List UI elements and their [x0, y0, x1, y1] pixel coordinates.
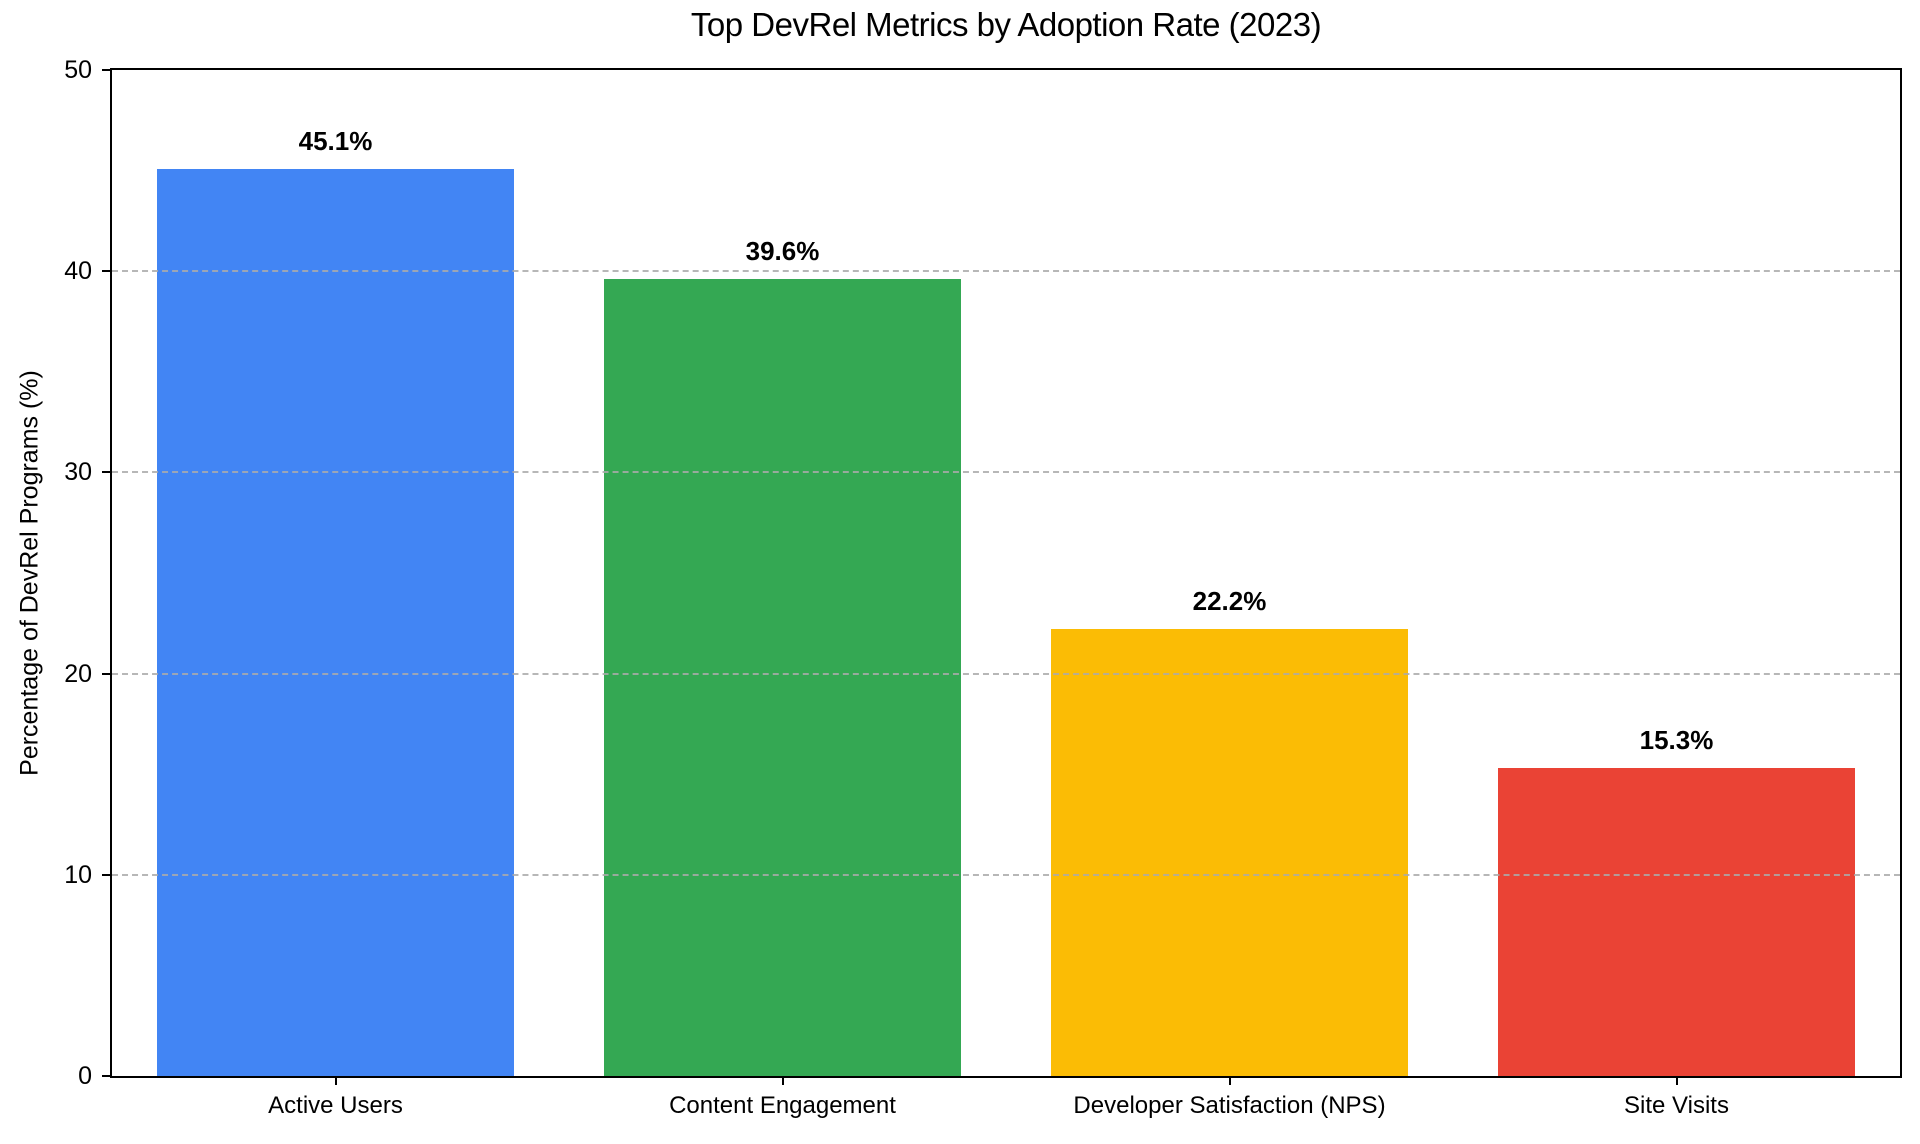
y-axis-tick	[102, 672, 112, 675]
y-axis-label: Percentage of DevRel Programs (%)	[15, 370, 44, 776]
bar-value-label: 22.2%	[1192, 586, 1267, 617]
y-axis-tick	[102, 69, 112, 71]
bar-value-label: 15.3%	[1639, 725, 1714, 756]
chart-title: Top DevRel Metrics by Adoption Rate (202…	[690, 6, 1322, 43]
plot-area: 0 10 20 30 40 50 45.1% Active Users 39.6% Content…	[64, 58, 1902, 1119]
y-axis-tick	[102, 270, 112, 273]
x-axis-tick	[781, 1076, 784, 1085]
y-axis-tick	[102, 1075, 112, 1077]
x-tick-label: Active Users	[268, 1092, 403, 1119]
bar-site-visits	[1497, 768, 1856, 1076]
x-axis-tick	[334, 1076, 337, 1085]
x-tick-label: Content Engagement	[669, 1092, 896, 1119]
y-axis-tick	[102, 873, 112, 876]
x-tick-label: Developer Satisfaction (NPS)	[1073, 1092, 1386, 1119]
y-axis-tick	[102, 471, 112, 474]
bar-content-engagement	[603, 279, 962, 1076]
bar-value-label: 39.6%	[745, 236, 820, 267]
x-tick-label: Site Visits	[1624, 1092, 1729, 1119]
x-axis-tick	[1228, 1076, 1231, 1085]
x-axis-tick	[1675, 1076, 1678, 1085]
bar-value-label: 45.1%	[298, 125, 373, 156]
bar-active-users	[156, 168, 515, 1076]
bar-developer-satisfaction-nps-	[1050, 629, 1409, 1076]
